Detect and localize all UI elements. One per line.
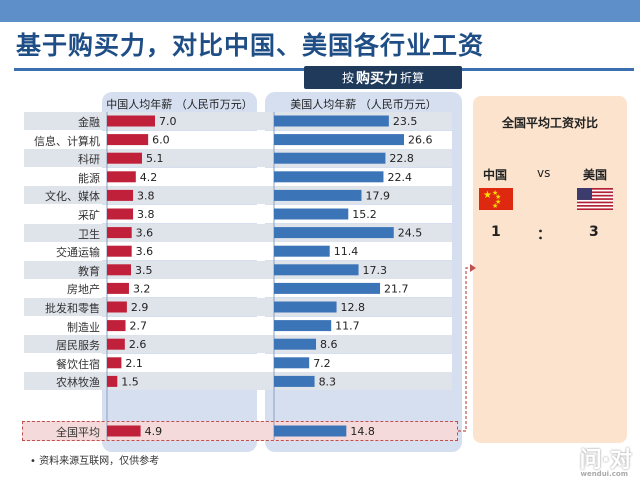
category-label: 制造业 [67,320,100,334]
comparison-panel: 全国平均工资对比 中国 vs 美国 ★ ★ ★ ★ ★ 1 ： 3 [473,96,627,443]
usa-flag-icon [577,188,613,210]
usa-label: 美国 [583,168,608,182]
category-label: 教育 [78,264,100,278]
category-label: 餐饮住宿 [56,357,100,371]
category-label: 交通运输 [56,246,100,260]
ratio-separator: ： [537,227,551,243]
category-label: 信息、计算机 [34,134,100,148]
top-bar [0,0,640,22]
comparison-title: 全国平均工资对比 [501,116,598,130]
category-label: 批发和零售 [45,302,100,315]
category-label: 房地产 [67,283,100,297]
category-label: 科研 [78,153,100,167]
row-stripe [24,372,452,391]
ppp-badge-suffix: 折算 [400,71,425,85]
watermark-text: 问·对 [579,448,632,473]
china-ratio: 1 [491,224,501,240]
watermark-logo: 问·对 wendui.com [512,442,632,478]
china-label: 中国 [483,168,508,182]
category-label: 居民服务 [56,339,100,353]
page-title: 基于购买力，对比中国、美国各行业工资 [16,31,485,60]
us-chart-title: 美国人均年薪 （人民币万元） [290,98,437,111]
china-chart-title: 中国人均年薪 （人民币万元） [106,98,253,111]
source-note: • 资料来源互联网，仅供参考 [30,456,160,467]
vs-label: vs [537,166,551,180]
watermark-sub: wendui.com [580,470,628,478]
row-stripe [24,353,452,372]
row-stripe [24,298,452,316]
category-label: 农林牧渔 [56,376,100,390]
ppp-badge-prefix: 按 [341,71,354,85]
usa-ratio: 3 [589,224,599,240]
row-stripe [24,335,452,354]
category-label: 能源 [78,171,100,185]
category-label: 全国平均 [56,426,100,439]
category-label: 采矿 [78,209,100,222]
china-flag-icon: ★ ★ ★ ★ ★ [479,188,513,210]
category-label: 文化、媒体 [45,190,100,204]
ppp-badge-emphasis: 购买力 [356,70,398,87]
ppp-badge: 按购买力 折算 [304,66,462,89]
row-stripe [24,316,452,335]
category-label: 金融 [78,116,100,129]
category-label: 卫生 [78,227,100,241]
